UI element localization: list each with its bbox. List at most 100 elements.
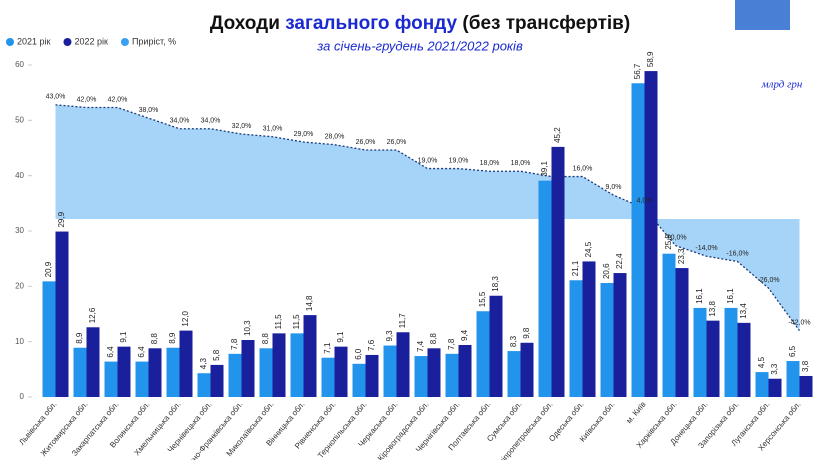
bar (489, 295, 503, 397)
bar (414, 356, 428, 397)
bar (538, 180, 552, 397)
x-tick-label: м. Київ (624, 400, 647, 425)
bar-value-label: 13,8 (708, 301, 717, 317)
bar-value-label: 29,9 (57, 211, 66, 227)
growth-label: -10,0% (664, 234, 686, 241)
bar (117, 346, 131, 397)
bar (55, 231, 69, 397)
growth-label: 38,0% (139, 107, 159, 114)
growth-label: 34,0% (170, 118, 190, 125)
bar-value-label: 20,9 (44, 261, 53, 277)
bar-value-label: 7,8 (447, 338, 456, 350)
bar (303, 315, 317, 397)
bar (241, 340, 255, 397)
y-tick-label: 40 (15, 171, 24, 180)
growth-label: 29,0% (294, 131, 314, 138)
bar (724, 307, 738, 397)
growth-label: 19,0% (418, 157, 438, 164)
growth-label: 34,0% (201, 118, 221, 125)
growth-line (55, 104, 801, 331)
bar (768, 378, 782, 397)
bar-value-label: 45,2 (553, 127, 562, 143)
unit-note: млрд грн (761, 79, 803, 91)
growth-label: 9,0% (606, 184, 622, 191)
bar-value-label: 6,4 (106, 346, 115, 358)
y-tick-label: 50 (15, 115, 24, 124)
bar (755, 372, 769, 397)
growth-label: 18,0% (511, 160, 531, 167)
legend-marker (120, 38, 129, 46)
bar-value-label: 9,3 (385, 330, 394, 342)
bar (445, 353, 459, 397)
growth-label: -16,0% (726, 250, 748, 257)
legend-label: 2022 рік (74, 36, 108, 46)
bar-value-label: 6,4 (137, 346, 146, 358)
bar-value-label: 6,5 (788, 345, 797, 357)
growth-label: 16,0% (573, 165, 593, 172)
growth-label: 26,0% (356, 139, 376, 146)
bar-value-label: 8,9 (75, 332, 84, 344)
bar-value-label: 16,1 (726, 288, 735, 304)
bar-value-label: 13,4 (739, 303, 748, 319)
bar (662, 253, 676, 397)
bar (786, 361, 800, 397)
bar (210, 364, 224, 397)
bar-value-label: 58,9 (646, 51, 655, 67)
bar (507, 351, 521, 397)
bar-value-label: 7,8 (230, 338, 239, 350)
bar (582, 261, 596, 397)
growth-label: -26,0% (757, 277, 779, 284)
bar (520, 342, 534, 397)
growth-label: 4,0% (637, 197, 653, 204)
bar (427, 348, 441, 397)
bar-value-label: 11,5 (274, 314, 283, 330)
bar-value-label: 9,1 (336, 331, 345, 343)
bar (179, 330, 193, 397)
y-tick-label: 10 (15, 337, 24, 346)
chart-subtitle: за січень-грудень 2021/2022 років (316, 38, 523, 53)
bar (272, 333, 286, 397)
bar-value-label: 11,5 (292, 314, 301, 330)
title-part: (без трансфертів) (457, 13, 630, 34)
bar-value-label: 10,3 (243, 320, 252, 336)
bar (693, 307, 707, 397)
y-tick-label: 0 (20, 392, 25, 401)
bar (476, 311, 490, 397)
bar-value-label: 14,8 (305, 295, 314, 311)
bar-value-label: 7,4 (416, 340, 425, 352)
bar (600, 283, 614, 397)
growth-label: 31,0% (263, 126, 283, 133)
bar (365, 354, 379, 397)
bar (383, 345, 397, 397)
bar-value-label: 9,4 (460, 329, 469, 341)
bar-value-label: 5,8 (212, 349, 221, 361)
bar-value-label: 12,6 (88, 307, 97, 323)
decor-box (735, 0, 790, 30)
bar-value-label: 9,1 (119, 331, 128, 343)
growth-label: 26,0% (387, 139, 407, 146)
bar-value-label: 39,1 (540, 161, 549, 177)
legend-marker (63, 38, 72, 46)
bar (228, 353, 242, 397)
bar-value-label: 23,3 (677, 248, 686, 264)
y-tick-label: 30 (15, 226, 24, 235)
title-part: загального фонду (285, 13, 457, 34)
bar-value-label: 4,5 (757, 356, 766, 368)
bar (551, 146, 565, 397)
growth-label: -42,0% (788, 319, 810, 326)
bar (352, 363, 366, 397)
bar (259, 348, 273, 397)
bar (706, 320, 720, 397)
bar (148, 348, 162, 397)
bar-value-label: 16,1 (695, 288, 704, 304)
bar-value-label: 7,1 (323, 342, 332, 354)
growth-label: 32,0% (232, 123, 252, 130)
bar-value-label: 3,3 (770, 363, 779, 375)
bar-value-label: 3,8 (801, 360, 810, 372)
bar (321, 357, 335, 397)
bar-value-label: 8,3 (509, 335, 518, 347)
y-tick-label: 20 (15, 281, 24, 290)
bar (737, 322, 751, 397)
bar (458, 344, 472, 397)
bar (290, 333, 304, 397)
